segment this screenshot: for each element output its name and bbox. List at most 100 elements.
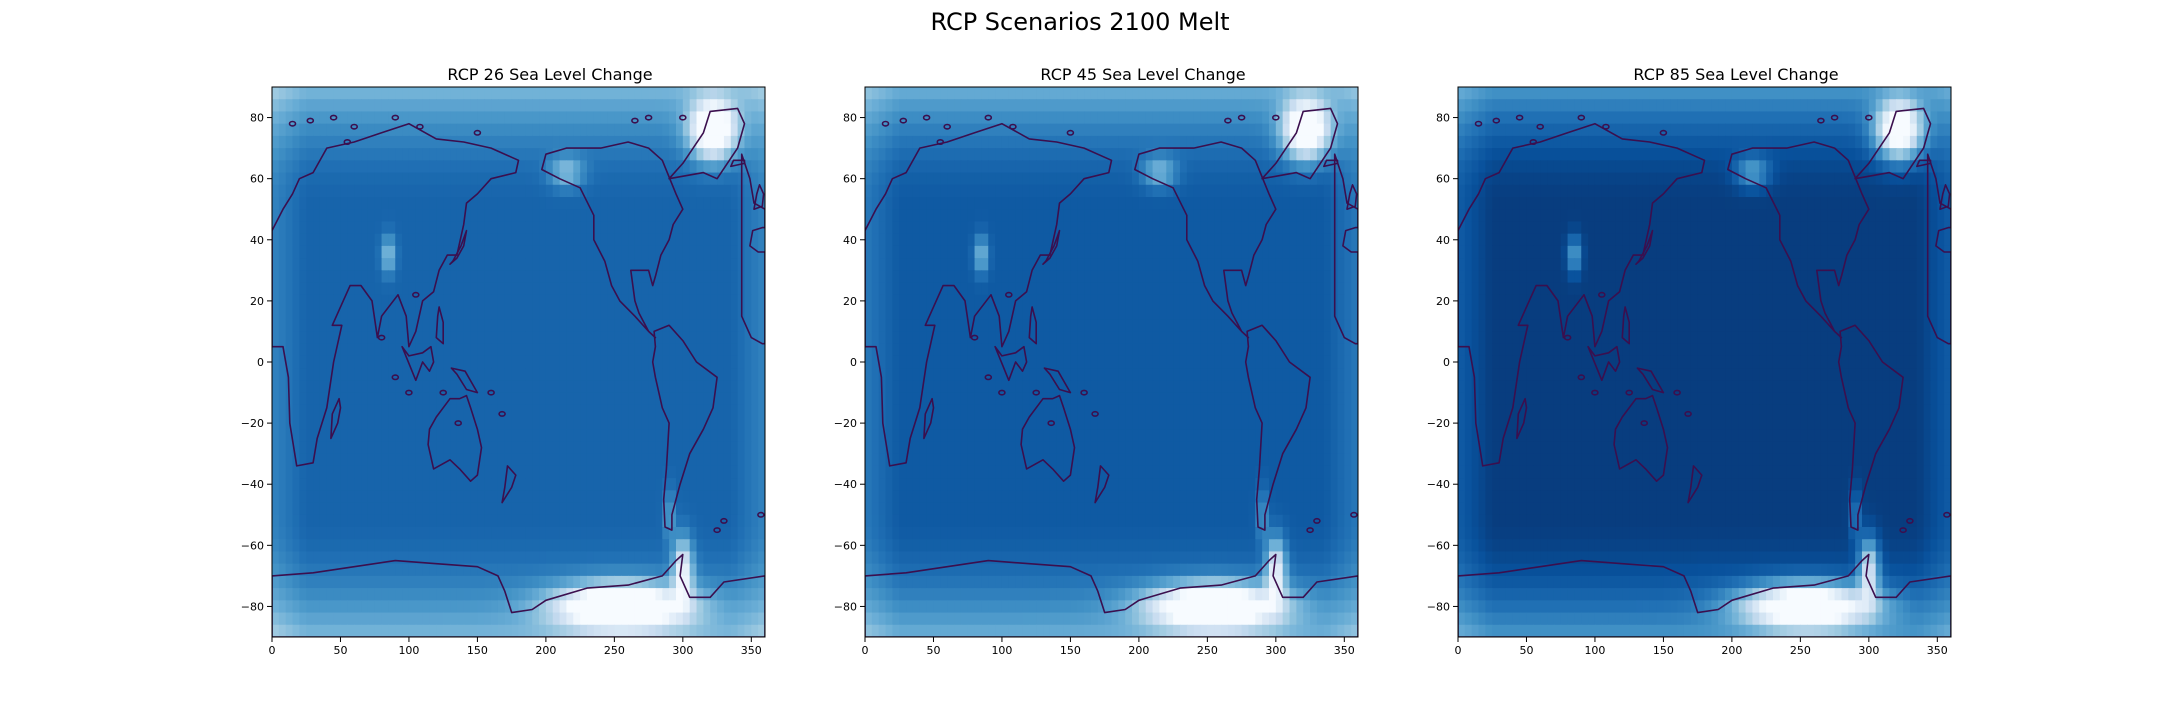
- heatmap-cell: [484, 197, 492, 210]
- heatmap-cell: [559, 441, 568, 455]
- heatmap-cell: [871, 87, 880, 100]
- heatmap-cell: [491, 270, 499, 284]
- heatmap-cell: [443, 135, 451, 149]
- heatmap-cell: [1118, 160, 1126, 174]
- heatmap-cell: [614, 172, 622, 186]
- heatmap-cell: [313, 148, 321, 161]
- heatmap-cell: [614, 123, 622, 137]
- heatmap-cell: [1234, 221, 1243, 235]
- heatmap-cell: [662, 355, 670, 369]
- heatmap-cell: [559, 307, 568, 320]
- heatmap-cell: [573, 490, 581, 504]
- heatmap-cell: [422, 331, 431, 345]
- heatmap-cell: [1337, 331, 1345, 345]
- heatmap-cell: [497, 429, 506, 443]
- heatmap-cell: [429, 184, 437, 198]
- heatmap-cell: [470, 233, 479, 247]
- heatmap-cell: [614, 380, 622, 394]
- heatmap-cell: [539, 233, 547, 247]
- heatmap-cell: [580, 99, 588, 113]
- heatmap-cell: [1077, 258, 1085, 271]
- heatmap-cell: [566, 429, 574, 443]
- heatmap-cell: [1029, 355, 1037, 369]
- heatmap-cell: [374, 368, 383, 381]
- heatmap-cell: [539, 87, 547, 100]
- x-tick-label: 0: [269, 644, 276, 657]
- heatmap-cell: [689, 600, 698, 614]
- heatmap-cell: [865, 87, 873, 100]
- heatmap-cell: [566, 123, 574, 137]
- heatmap-cell: [1104, 331, 1113, 345]
- heatmap-cell: [566, 245, 574, 259]
- heatmap-cell: [545, 123, 554, 137]
- heatmap-cell: [607, 600, 615, 614]
- heatmap-cell: [1282, 197, 1291, 210]
- heatmap-cell: [559, 270, 568, 284]
- heatmap-cell: [696, 502, 704, 516]
- heatmap-cell: [388, 551, 396, 565]
- heatmap-cell: [892, 87, 900, 100]
- heatmap-cell: [1138, 355, 1147, 369]
- heatmap-cell: [586, 111, 595, 125]
- heatmap-cell: [1316, 135, 1325, 149]
- heatmap-cell: [319, 539, 328, 553]
- heatmap-cell: [586, 490, 595, 504]
- heatmap-cell: [422, 490, 431, 504]
- heatmap-cell: [511, 87, 520, 100]
- heatmap-cell: [1049, 148, 1058, 161]
- heatmap-cell: [703, 355, 711, 369]
- heatmap-cell: [552, 135, 561, 149]
- heatmap-cell: [723, 539, 732, 553]
- heatmap-cell: [1097, 197, 1106, 210]
- heatmap-cell: [1077, 172, 1085, 186]
- heatmap-cell: [912, 209, 921, 223]
- heatmap-cell: [306, 87, 314, 100]
- heatmap-cell: [1070, 331, 1078, 345]
- heatmap-cell: [552, 270, 561, 284]
- heatmap-cell: [586, 343, 595, 357]
- heatmap-cell: [340, 99, 348, 113]
- heatmap-cell: [381, 172, 390, 186]
- heatmap-cell: [306, 465, 314, 479]
- heatmap-cell: [723, 294, 732, 308]
- heatmap-cell: [1118, 258, 1126, 271]
- heatmap-cell: [878, 307, 887, 320]
- heatmap-cell: [689, 429, 698, 443]
- heatmap-cell: [1084, 343, 1092, 357]
- heatmap-cell: [586, 478, 595, 491]
- heatmap-cell: [634, 368, 643, 381]
- heatmap-cell: [926, 160, 935, 174]
- heatmap-cell: [600, 502, 609, 516]
- heatmap-cell: [477, 258, 485, 271]
- heatmap-cell: [1289, 197, 1297, 210]
- heatmap-cell: [1310, 172, 1318, 186]
- heatmap-cell: [313, 99, 321, 113]
- heatmap-cell: [1255, 99, 1263, 113]
- heatmap-cell: [306, 197, 314, 210]
- heatmap-cell: [456, 209, 465, 223]
- heatmap-cell: [682, 417, 691, 430]
- heatmap-cell: [415, 270, 424, 284]
- heatmap-cell: [361, 282, 369, 296]
- heatmap-cell: [470, 600, 479, 614]
- heatmap-cell: [477, 588, 485, 601]
- heatmap-cell: [580, 551, 588, 565]
- heatmap-cell: [1008, 111, 1017, 125]
- heatmap-cell: [885, 355, 893, 369]
- heatmap-cell: [272, 87, 280, 100]
- heatmap-cell: [491, 343, 499, 357]
- heatmap-cell: [974, 307, 983, 320]
- heatmap-cell: [1036, 135, 1044, 149]
- heatmap-cell: [669, 123, 677, 137]
- heatmap-cell: [1248, 87, 1256, 100]
- heatmap-cell: [906, 148, 914, 161]
- heatmap-cell: [299, 392, 307, 406]
- heatmap-cell: [1173, 307, 1181, 320]
- heatmap-cell: [974, 221, 983, 235]
- heatmap-cell: [655, 99, 663, 113]
- heatmap-cell: [559, 600, 568, 614]
- heatmap-cell: [628, 111, 636, 125]
- heatmap-cell: [737, 478, 746, 491]
- heatmap-cell: [703, 575, 711, 589]
- heatmap-cell: [1262, 209, 1270, 223]
